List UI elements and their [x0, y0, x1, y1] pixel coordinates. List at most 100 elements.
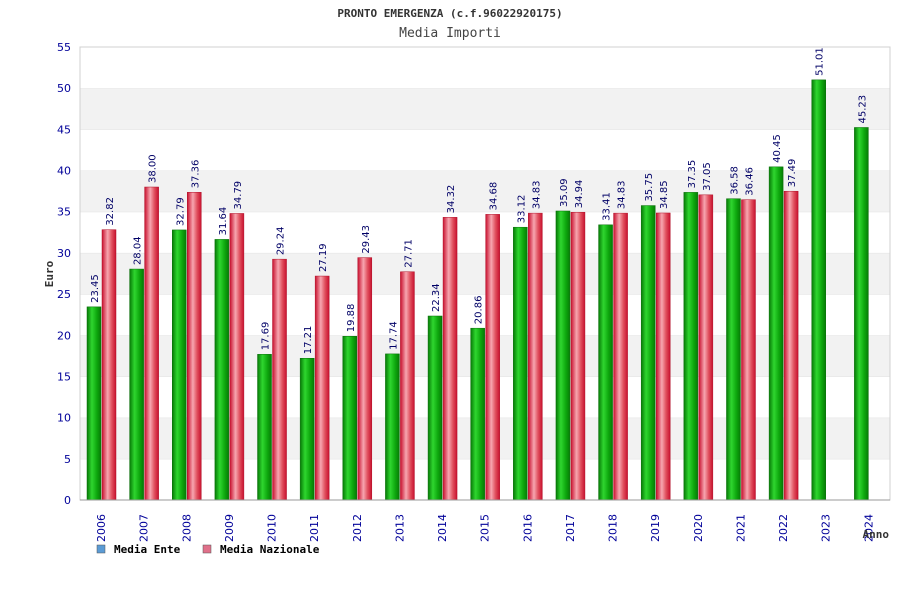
bar-media-nazionale [485, 214, 500, 501]
x-tick-label: 2007 [138, 514, 151, 542]
x-tick-label: 2018 [607, 514, 620, 542]
bar-media-nazionale [101, 229, 117, 501]
bar-media-ente [86, 306, 102, 501]
bar-media-nazionale [741, 199, 756, 501]
data-label: 45.23 [857, 95, 868, 124]
x-tick-label: 2019 [649, 514, 662, 542]
x-tick-label: 2008 [180, 514, 193, 542]
data-label: 36.58 [729, 166, 740, 195]
bar-media-nazionale [613, 212, 628, 501]
y-axis-ticks: 0 5 10 15 20 25 30 35 40 45 50 55 [57, 41, 71, 507]
bar-media-nazionale [655, 212, 671, 501]
data-label: 34.85 [659, 180, 670, 209]
y-tick-label: 25 [57, 288, 71, 301]
legend-swatch-media-ente [96, 544, 106, 554]
y-tick-label: 40 [57, 165, 71, 178]
legend-label-media-nazionale: Media Nazionale [220, 543, 320, 556]
data-label: 35.75 [644, 173, 655, 202]
bar-media-ente [129, 268, 144, 501]
bars [86, 79, 869, 501]
y-tick-label: 45 [57, 123, 71, 136]
bar-media-nazionale [187, 192, 202, 501]
data-label: 34.94 [574, 180, 585, 209]
data-label: 38.00 [148, 154, 159, 183]
data-label: 51.01 [815, 47, 826, 76]
data-label: 33.41 [602, 192, 613, 221]
legend-swatch-media-nazionale [202, 544, 212, 554]
data-label: 29.43 [361, 225, 372, 254]
y-tick-label: 5 [64, 453, 71, 466]
x-tick-label: 2020 [692, 514, 705, 542]
data-label: 23.45 [90, 274, 101, 303]
x-tick-label: 2006 [95, 514, 108, 542]
data-label: 33.12 [516, 195, 527, 224]
bar-media-ente [683, 192, 699, 501]
y-tick-label: 15 [57, 370, 71, 383]
bar-media-ente [811, 79, 826, 501]
bar-media-nazionale [357, 257, 373, 501]
data-label: 34.32 [446, 185, 457, 214]
x-tick-label: 2021 [734, 514, 747, 542]
data-label: 34.83 [617, 180, 628, 209]
data-label: 28.04 [133, 236, 144, 265]
y-axis-label: Euro [43, 260, 56, 287]
data-label: 37.05 [702, 162, 713, 191]
x-axis-label: Anno [863, 528, 890, 541]
grid-band [80, 88, 890, 130]
data-label: 40.45 [772, 134, 783, 163]
bar-media-ente [768, 166, 784, 501]
x-tick-label: 2023 [820, 514, 833, 542]
data-label: 36.46 [744, 167, 755, 196]
bar-media-ente [470, 327, 485, 501]
chart-subtitle: Media Importi [399, 26, 501, 41]
data-label: 37.35 [687, 160, 698, 189]
chart-title: PRONTO EMERGENZA (c.f.96022920175) [337, 7, 562, 20]
x-axis-ticks: 2006 2007 2008 2009 2010 2011 2012 2013 2014 2015… [95, 514, 875, 542]
legend: Media Ente Media Nazionale [96, 543, 320, 556]
data-label: 34.83 [531, 180, 542, 209]
x-tick-label: 2009 [223, 514, 236, 542]
bar-media-ente [385, 353, 400, 501]
bar-media-ente [214, 239, 230, 501]
data-label: 20.86 [474, 296, 485, 325]
data-label: 29.24 [276, 227, 287, 256]
x-tick-label: 2014 [436, 514, 449, 542]
y-tick-label: 50 [57, 82, 71, 95]
x-tick-label: 2013 [393, 514, 406, 542]
y-tick-label: 35 [57, 206, 71, 219]
data-label: 35.09 [559, 178, 570, 207]
bar-media-ente [555, 210, 571, 501]
x-tick-label: 2022 [777, 514, 790, 542]
data-label: 17.74 [388, 321, 399, 350]
bar-media-nazionale [229, 213, 245, 501]
x-tick-label: 2010 [266, 514, 279, 542]
data-label: 17.69 [261, 322, 272, 351]
bar-media-nazionale [528, 212, 543, 501]
bar-media-ente [598, 224, 613, 501]
data-labels: 23.45 32.82 28.04 38.00 32.79 37.36 31.64 34.79… [90, 47, 868, 354]
bar-media-nazionale [698, 194, 714, 501]
x-tick-label: 2015 [479, 514, 492, 542]
grid-band [80, 129, 890, 171]
bar-media-ente [172, 229, 187, 501]
data-label: 17.21 [303, 326, 314, 355]
y-tick-label: 55 [57, 41, 71, 54]
data-label: 34.68 [489, 182, 500, 211]
data-label: 34.79 [233, 181, 244, 210]
bar-media-ente [257, 354, 272, 501]
grid-band [80, 47, 890, 89]
bar-media-ente [513, 226, 528, 501]
data-label: 27.71 [403, 239, 414, 268]
bar-media-ente [342, 336, 358, 501]
x-tick-label: 2011 [308, 514, 321, 542]
data-label: 37.36 [190, 160, 201, 189]
bar-media-nazionale [400, 271, 415, 501]
data-label: 22.34 [431, 283, 442, 312]
data-label: 32.82 [105, 197, 116, 226]
bar-media-ente [640, 205, 656, 501]
data-label: 32.79 [175, 197, 186, 226]
data-label: 19.88 [346, 304, 357, 333]
data-label: 37.49 [787, 159, 798, 188]
bar-media-ente [726, 198, 741, 501]
